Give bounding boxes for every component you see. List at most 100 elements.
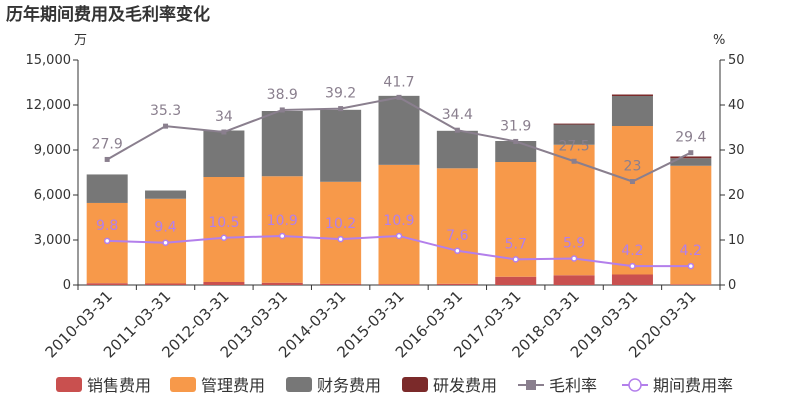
bar-segment xyxy=(378,164,420,285)
right-tick-label: 50 xyxy=(728,53,745,68)
bar-segment xyxy=(553,124,595,145)
line-point-marker xyxy=(338,106,344,112)
right-tick-label: 0 xyxy=(728,278,736,293)
data-label: 10.5 xyxy=(208,215,239,231)
data-label: 4.2 xyxy=(621,243,643,259)
line-point-marker xyxy=(104,156,110,162)
data-label: 35.3 xyxy=(150,103,181,119)
data-label: 10.2 xyxy=(325,216,356,232)
legend-label: 研发费用 xyxy=(433,376,497,395)
bar-segment xyxy=(436,130,478,169)
data-label: 9.4 xyxy=(154,220,176,236)
left-tick-label: 6,000 xyxy=(34,188,71,203)
bar-segment xyxy=(611,94,653,96)
left-tick-label: 3,000 xyxy=(34,233,71,248)
bar-segment xyxy=(670,284,712,285)
legend-swatch xyxy=(402,377,428,392)
left-axis-unit: 万 xyxy=(74,33,87,48)
line-point-marker xyxy=(512,256,519,263)
left-tick-label: 12,000 xyxy=(26,98,72,113)
bar-segment xyxy=(611,96,653,126)
left-tick-label: 9,000 xyxy=(34,143,71,158)
line-point-marker xyxy=(454,247,461,255)
right-tick-label: 40 xyxy=(728,98,745,113)
bar-segment xyxy=(436,168,478,284)
data-label: 29.4 xyxy=(675,130,706,146)
line-point-marker xyxy=(687,262,695,270)
line-point-marker xyxy=(221,129,227,135)
line-point-marker xyxy=(396,94,402,100)
legend-swatch xyxy=(56,377,82,392)
line-point-marker xyxy=(279,107,285,113)
bar-segment xyxy=(320,283,362,285)
bar-segment xyxy=(495,141,537,162)
left-tick-label: 0 xyxy=(63,278,71,293)
line-point-marker xyxy=(163,123,169,129)
legend-marker xyxy=(526,380,536,390)
bar-segment xyxy=(436,283,478,285)
data-label: 23 xyxy=(624,159,642,175)
bar-segment xyxy=(670,156,712,159)
data-label: 31.9 xyxy=(500,118,531,134)
left-tick-label: 15,000 xyxy=(26,53,72,68)
line-point-marker xyxy=(395,232,403,240)
legend-label: 财务费用 xyxy=(317,376,381,395)
right-tick-label: 20 xyxy=(728,188,745,203)
data-label: 39.2 xyxy=(325,86,356,102)
bar-segment xyxy=(495,276,537,285)
data-label: 27.5 xyxy=(559,138,590,154)
line-point-marker xyxy=(571,158,577,164)
right-tick-label: 10 xyxy=(728,233,745,248)
bar-segment xyxy=(203,177,245,282)
bar-segment xyxy=(611,126,653,275)
bar-segment xyxy=(378,284,420,285)
legend-marker xyxy=(628,378,642,392)
legend-label: 管理费用 xyxy=(201,376,265,395)
data-label: 5.9 xyxy=(563,235,585,251)
data-label: 5.7 xyxy=(505,236,527,252)
legend-label: 期间费用率 xyxy=(653,376,733,395)
bar-segment xyxy=(145,190,187,199)
bar-segment xyxy=(320,109,362,182)
right-tick-label: 30 xyxy=(728,143,745,158)
bar-segment xyxy=(320,181,362,284)
bar-segment xyxy=(378,95,420,165)
data-label: 10.9 xyxy=(267,213,298,229)
right-axis-unit: % xyxy=(713,33,725,48)
line-point-marker xyxy=(629,262,636,270)
data-label: 10.9 xyxy=(383,213,414,229)
line-point-marker xyxy=(220,234,228,241)
bar-segment xyxy=(86,174,128,203)
line-point-marker xyxy=(688,150,694,156)
line-point-marker xyxy=(513,138,519,144)
data-label: 34 xyxy=(215,109,233,125)
bar-segment xyxy=(611,274,653,285)
legend-swatch xyxy=(286,377,312,392)
line-point-marker xyxy=(103,237,111,245)
bar-segment xyxy=(145,283,187,285)
line-point-marker xyxy=(162,239,169,246)
bar-segment xyxy=(261,282,303,285)
legend-swatch xyxy=(170,377,196,392)
bar-segment xyxy=(553,123,595,125)
chart-title: 历年期间费用及毛利率变化 xyxy=(6,4,210,25)
legend-label: 销售费用 xyxy=(87,376,151,395)
bar-segment xyxy=(203,130,245,177)
bar-segment xyxy=(203,282,245,285)
data-label: 38.9 xyxy=(267,87,298,103)
line-point-marker xyxy=(570,255,578,262)
line-point-marker xyxy=(279,232,286,240)
line-point-marker xyxy=(454,127,460,133)
bar-segment xyxy=(553,275,595,285)
bar-segment xyxy=(261,176,303,283)
line-point-marker xyxy=(337,235,344,243)
data-label: 27.9 xyxy=(92,136,123,152)
bar-segment xyxy=(670,158,712,166)
line-point-marker xyxy=(629,179,635,184)
data-label: 34.4 xyxy=(442,107,473,123)
bar-segment xyxy=(86,283,128,285)
legend-label: 毛利率 xyxy=(549,376,597,395)
bar-segment xyxy=(261,111,303,177)
